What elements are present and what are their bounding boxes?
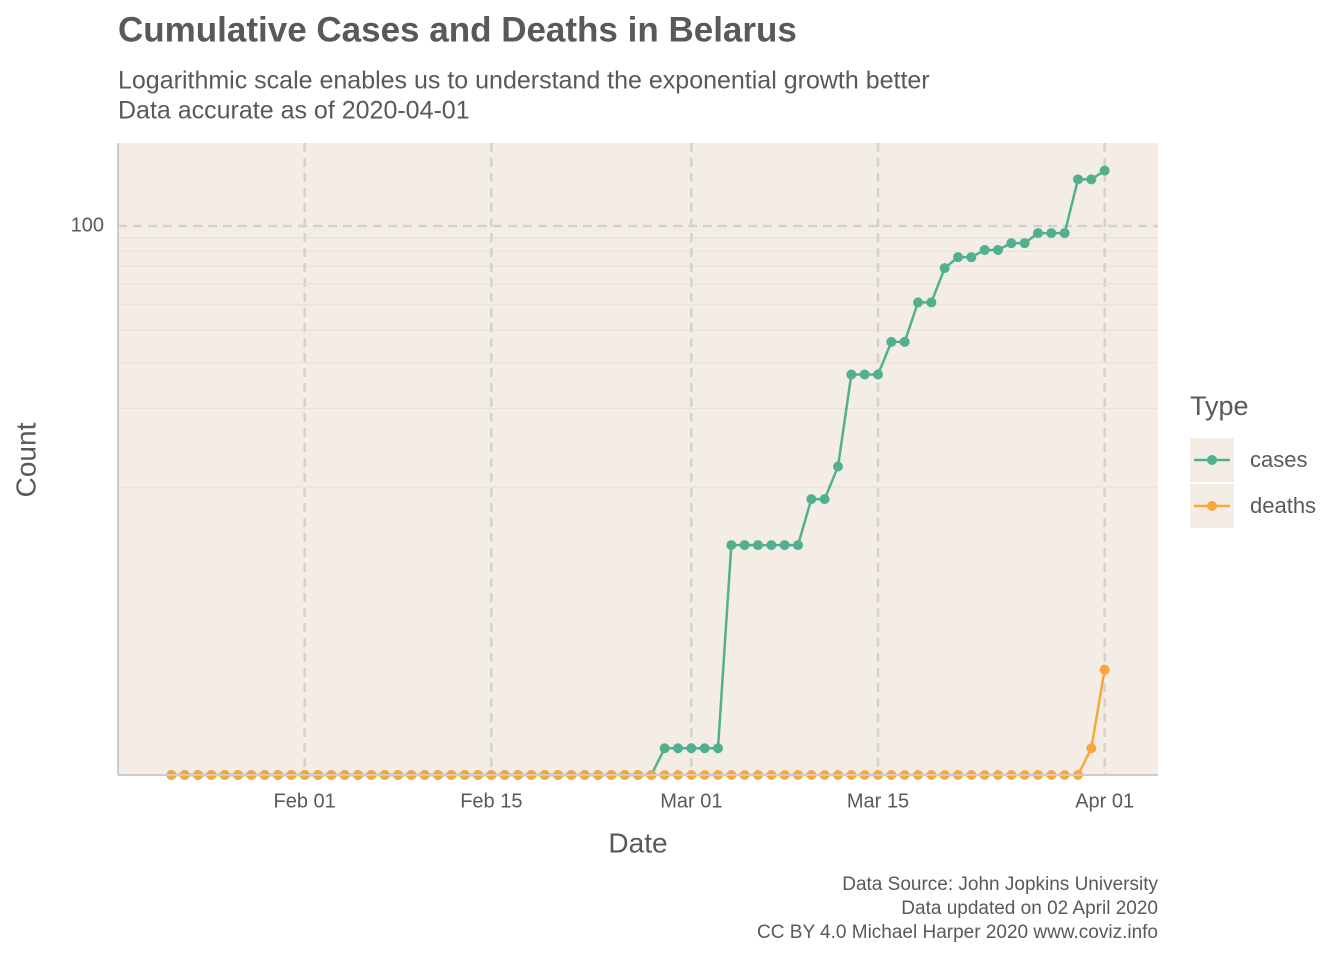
point [899, 336, 910, 347]
legend-label: cases [1250, 447, 1307, 472]
point [1006, 238, 1017, 249]
point [1033, 228, 1043, 239]
point [993, 244, 1003, 255]
x-tick-label: Mar 15 [847, 790, 909, 812]
point [1073, 174, 1083, 185]
x-tick-label: Apr 01 [1075, 790, 1134, 812]
x-tick-label: Feb 01 [274, 790, 336, 812]
legend-point [1207, 501, 1217, 511]
point [713, 743, 723, 754]
point [753, 540, 763, 551]
point [1046, 228, 1057, 239]
point [1019, 238, 1030, 249]
y-axis-label: Count [10, 422, 41, 497]
legend-label: deaths [1250, 493, 1316, 518]
point [793, 540, 803, 551]
legend-title: Type [1190, 391, 1249, 421]
point [1086, 743, 1097, 754]
point [779, 540, 790, 551]
x-axis-label: Date [608, 827, 667, 858]
caption: Data Source: John Jopkins University [842, 874, 1158, 895]
point [953, 252, 963, 263]
point [846, 369, 857, 380]
point [979, 244, 990, 255]
point [913, 297, 923, 308]
point [1099, 664, 1110, 675]
point [873, 369, 883, 380]
x-tick-label: Mar 01 [660, 790, 722, 812]
caption: CC BY 4.0 Michael Harper 2020 www.coviz.… [757, 922, 1158, 943]
point [886, 336, 897, 347]
point [966, 252, 977, 263]
point [726, 540, 737, 551]
point [859, 369, 870, 380]
point [939, 263, 950, 274]
chart-title: Cumulative Cases and Deaths in Belarus [118, 10, 797, 49]
point [819, 494, 830, 505]
y-tick-label: 100 [71, 214, 104, 236]
point [686, 743, 697, 754]
point [673, 743, 683, 754]
point [806, 494, 817, 505]
point [1086, 174, 1097, 185]
x-tick-label: Feb 15 [460, 790, 522, 812]
point [926, 297, 937, 308]
point [833, 461, 843, 472]
point [1099, 165, 1110, 176]
subtitle: Logarithmic scale enables us to understa… [118, 67, 930, 95]
caption: Data updated on 02 April 2020 [901, 898, 1158, 919]
legend-point [1207, 455, 1217, 465]
point [739, 540, 750, 551]
point [699, 743, 710, 754]
point [1059, 228, 1070, 239]
point [766, 540, 777, 551]
subtitle: Data accurate as of 2020-04-01 [118, 97, 470, 125]
point [659, 743, 670, 754]
